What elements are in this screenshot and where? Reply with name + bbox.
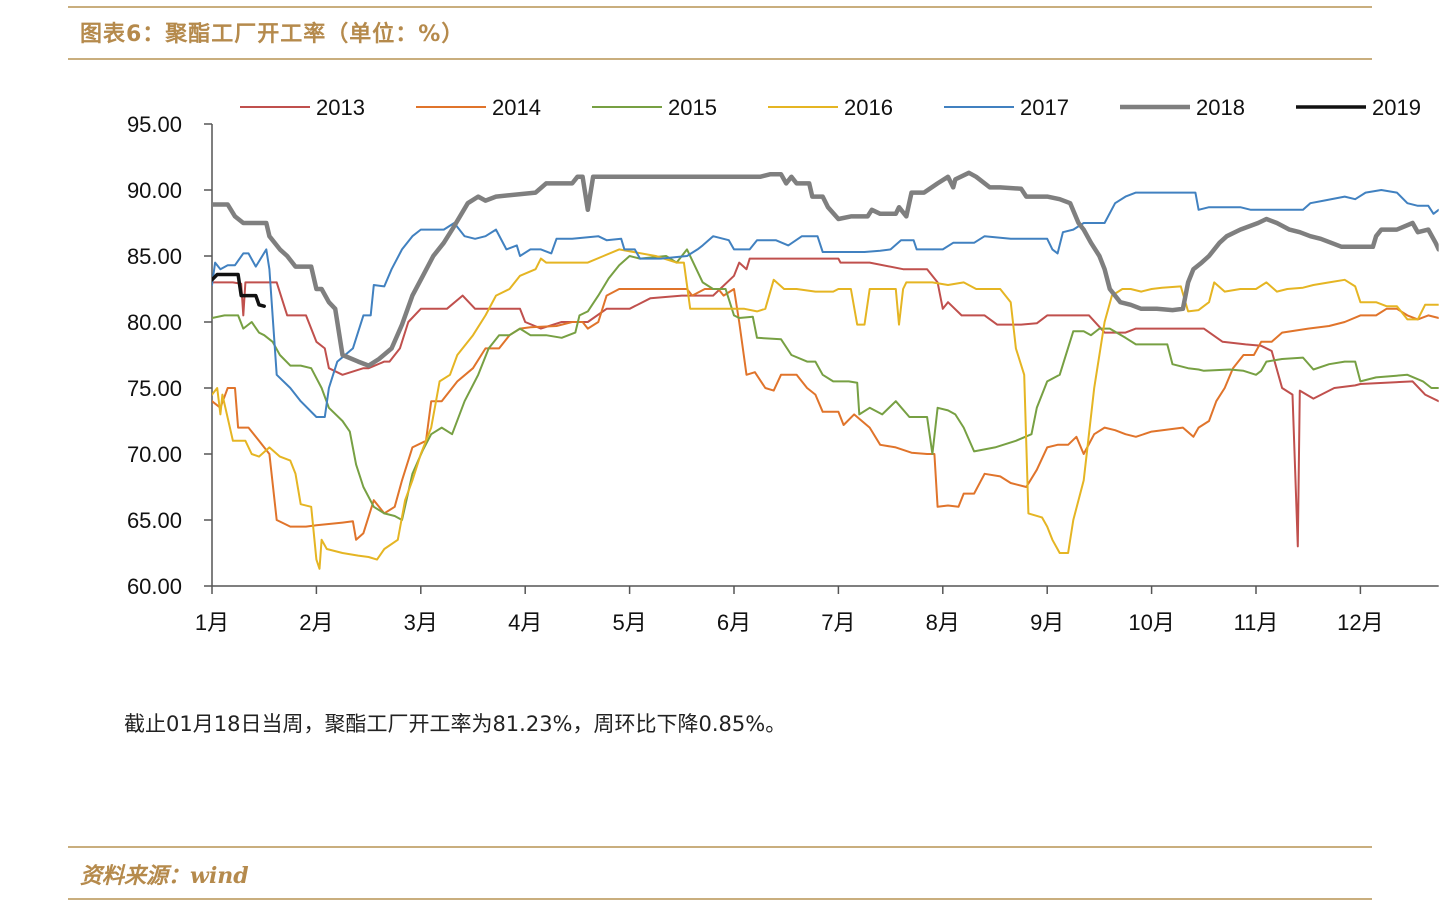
x-tick-label: 6月 (717, 610, 751, 635)
y-tick-label: 90.00 (127, 178, 182, 203)
series-line-2014 (212, 288, 1439, 541)
footer-rule (68, 846, 1372, 848)
y-tick-label: 80.00 (127, 310, 182, 335)
x-tick-label: 10月 (1128, 610, 1174, 635)
title-rule (68, 58, 1372, 60)
series-line-2017 (212, 189, 1439, 418)
series-line-2016 (212, 248, 1439, 570)
top-rule (68, 6, 1372, 8)
legend-label-2014: 2014 (492, 95, 541, 120)
x-tick-label: 3月 (404, 610, 438, 635)
y-tick-label: 95.00 (127, 112, 182, 137)
x-tick-label: 12月 (1337, 610, 1383, 635)
chart-caption: 截止01月18日当周，聚酯工厂开工率为81.23%，周环比下降0.85%。 (124, 712, 787, 736)
x-tick-label: 11月 (1234, 610, 1279, 635)
series-line-2015 (212, 248, 1439, 521)
legend-label-2013: 2013 (316, 95, 365, 120)
series-line-2013 (212, 257, 1439, 548)
y-tick-label: 85.00 (127, 244, 182, 269)
line-chart: 60.00 65.00 70.00 75.00 80.00 85.00 90.00 95.00… (127, 95, 1439, 635)
y-tick-label: 65.00 (127, 508, 182, 533)
x-tick-label: 9月 (1030, 610, 1064, 635)
x-tick-label: 5月 (612, 610, 646, 635)
x-tick-label: 1月 (195, 610, 229, 635)
legend-label-2017: 2017 (1020, 95, 1069, 120)
y-tick-label: 70.00 (127, 442, 182, 467)
legend-label-2015: 2015 (668, 95, 717, 120)
y-tick-label: 60.00 (127, 574, 182, 599)
series-line-2018 (212, 170, 1439, 368)
legend-label-2016: 2016 (844, 95, 893, 120)
x-tick-label: 7月 (821, 610, 855, 635)
legend-label-2019: 2019 (1372, 95, 1421, 120)
x-tick-label: 2月 (299, 610, 333, 635)
series-line-2019 (212, 272, 266, 308)
x-tick-label: 8月 (926, 610, 960, 635)
figure-title: 图表6：聚酯工厂开工率（单位：%） (80, 22, 465, 47)
y-tick-label: 75.00 (127, 376, 182, 401)
x-tick-label: 4月 (508, 610, 542, 635)
legend-label-2018: 2018 (1196, 95, 1245, 120)
source-note: 资料来源：wind (80, 863, 249, 889)
bottom-rule (68, 898, 1372, 900)
